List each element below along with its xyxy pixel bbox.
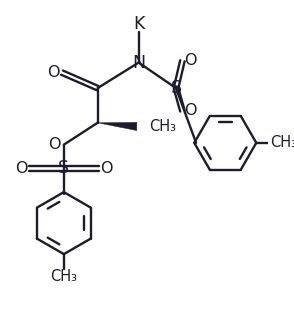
Text: CH₃: CH₃	[50, 269, 77, 283]
Text: CH₃: CH₃	[149, 119, 176, 134]
Text: O: O	[184, 53, 197, 68]
Text: O: O	[184, 103, 197, 118]
Text: O: O	[49, 137, 61, 152]
Text: N: N	[132, 53, 145, 72]
Text: S: S	[58, 159, 69, 178]
Text: O: O	[101, 161, 113, 176]
Text: O: O	[48, 65, 60, 80]
Text: S: S	[171, 79, 181, 97]
Text: O: O	[15, 161, 27, 176]
Text: K: K	[133, 15, 144, 33]
Polygon shape	[98, 122, 137, 131]
Text: CH₃: CH₃	[270, 135, 294, 150]
